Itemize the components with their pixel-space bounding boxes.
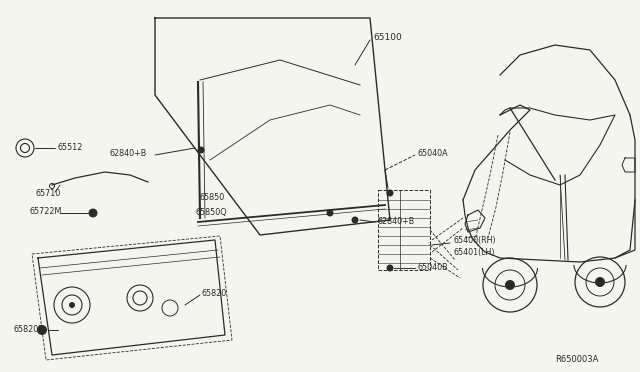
Text: 65100: 65100 [373,33,402,42]
Circle shape [37,325,47,335]
Circle shape [387,189,394,196]
Circle shape [595,277,605,287]
Text: 62840+B: 62840+B [378,217,415,225]
Circle shape [198,147,205,154]
Circle shape [326,209,333,217]
Text: 65710: 65710 [35,189,60,199]
Text: 65850: 65850 [200,193,225,202]
Text: 65722M: 65722M [30,208,62,217]
Circle shape [69,302,75,308]
Circle shape [351,217,358,224]
Text: 65820: 65820 [202,289,227,298]
Text: 65040A: 65040A [418,148,449,157]
Text: 65850Q: 65850Q [196,208,228,218]
Text: 65040B: 65040B [418,263,449,272]
Text: 62840+B: 62840+B [110,150,147,158]
Circle shape [89,209,97,217]
Text: 65512: 65512 [58,142,83,151]
Text: R650003A: R650003A [555,356,598,365]
Circle shape [387,264,394,272]
Circle shape [505,280,515,290]
Text: 65820E: 65820E [14,326,44,334]
Text: 65400(RH): 65400(RH) [453,235,495,244]
Text: 65401(LH): 65401(LH) [453,247,495,257]
